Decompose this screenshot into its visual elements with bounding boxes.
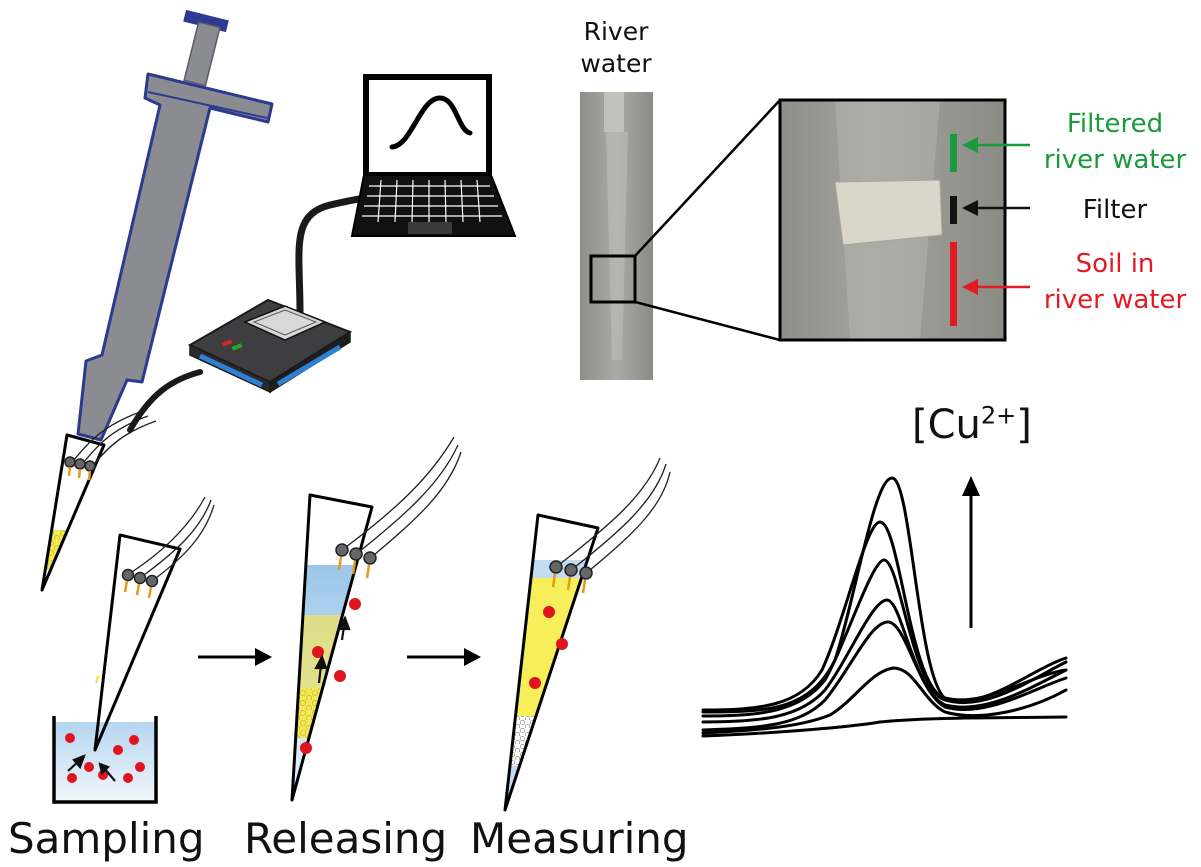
red-particles (300, 598, 361, 754)
pipette-body (76, 72, 274, 442)
signal-curve-icon (389, 95, 473, 150)
laptop-screen (363, 74, 492, 178)
copper-charge: 2+ (980, 401, 1017, 430)
label-filtered-line1: Filtered (1066, 109, 1164, 139)
copper-bracket-close: ] (1016, 402, 1032, 448)
soil-bar (950, 242, 957, 326)
beaker (52, 716, 158, 804)
copper-concentration-label: [Cu2+] (912, 402, 1032, 448)
zoom-line-top (634, 99, 781, 257)
release-arrows (314, 615, 351, 684)
pipette-plunger-rod (183, 21, 221, 87)
label-filtered-line2: river water (1043, 145, 1187, 175)
sampling-tip (93, 496, 215, 752)
photo-zoom-filter (778, 98, 1007, 342)
annotation-arrows (962, 137, 1030, 295)
label-filter: Filter (1082, 195, 1148, 225)
voltammograms (701, 476, 1068, 738)
copper-species: [Cu (912, 402, 981, 448)
photo-river-water-tube (580, 92, 653, 380)
increase-arrow (962, 476, 980, 628)
electrode-cable (127, 369, 203, 433)
filter-bar (950, 196, 957, 224)
step-label-releasing: Releasing (244, 814, 448, 863)
filter-plug (834, 179, 943, 246)
zoom-line-bottom (634, 300, 781, 342)
suction-arrows (67, 754, 116, 782)
potentiostat-screen (243, 305, 327, 341)
releasing-tip (290, 436, 462, 802)
pipette (76, 9, 274, 442)
photo-title-line1: River (583, 17, 649, 46)
step-label-sampling: Sampling (8, 814, 205, 863)
red-particles (65, 733, 145, 783)
red-particles (529, 606, 568, 689)
flow-arrow-1 (198, 648, 272, 666)
label-soil-line2: river water (1043, 285, 1187, 315)
potentiostat (187, 298, 353, 394)
filtered-water-bar (950, 134, 957, 172)
measuring-tip (503, 457, 671, 812)
laptop (350, 74, 517, 237)
label-soil-line1: Soil in (1075, 249, 1155, 279)
photo-title-line2: water (580, 49, 652, 78)
flow-arrow-2 (407, 648, 481, 666)
pipette-tip (40, 411, 157, 592)
step-label-measuring: Measuring (470, 814, 689, 863)
laptop-touchpad (408, 222, 452, 234)
